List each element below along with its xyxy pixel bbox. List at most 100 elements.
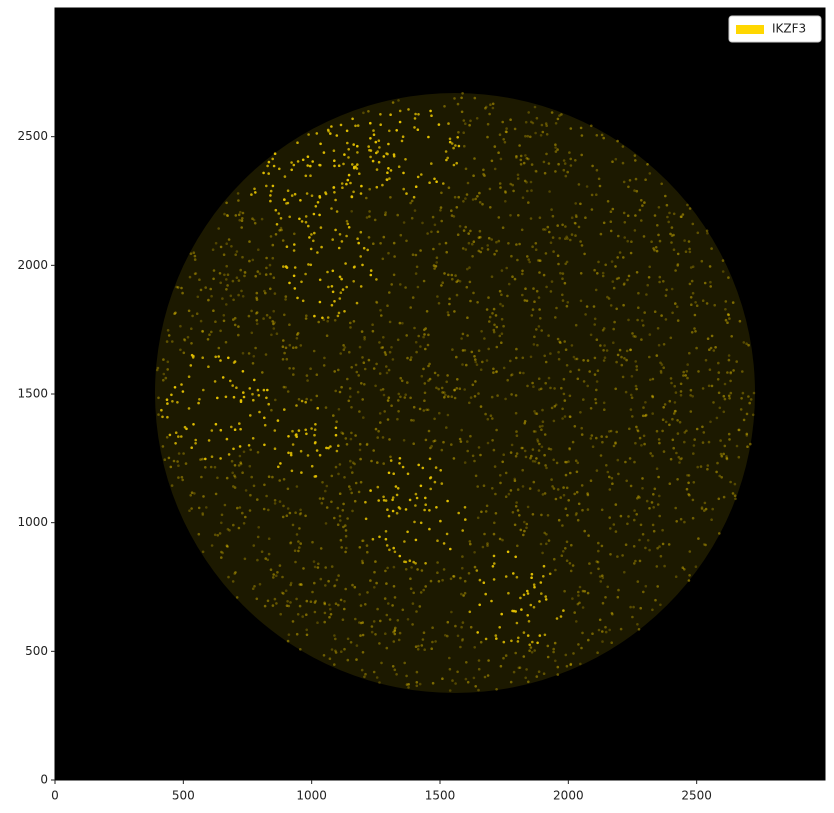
cell [708,368,712,372]
cell [549,290,553,293]
cell [430,647,434,650]
cell [295,404,298,407]
cell [430,444,434,448]
cell [701,441,705,444]
cell [333,370,337,373]
cell [422,367,425,371]
cell [440,448,444,452]
cell [589,479,593,483]
cell [510,254,513,258]
cell [284,298,287,301]
cell [212,277,215,281]
cell [386,304,389,308]
cell [384,499,388,502]
cell [279,226,283,230]
cell [563,589,566,593]
cell [356,151,359,154]
cell [491,417,494,420]
cell [628,427,631,431]
cell [619,514,623,518]
cell [516,177,520,180]
cell [553,641,557,645]
cell [370,630,374,634]
cell [693,313,697,317]
cell [343,647,346,651]
cell [210,294,213,298]
cell [638,538,641,542]
cell [193,258,197,261]
cell [697,370,700,373]
cell [412,195,416,199]
cell [629,484,633,488]
cell [279,217,283,220]
cell [446,620,450,624]
cell [420,374,424,378]
cell [679,457,682,461]
cell [569,569,573,573]
cell [233,486,237,489]
cell [225,242,228,245]
cell [365,196,368,200]
cell [442,182,445,185]
cell [583,590,587,593]
cell [332,149,336,152]
cell [424,585,428,588]
cell [516,544,519,548]
cell [710,518,713,521]
cell [729,480,732,484]
cell [602,221,606,225]
cell [532,343,536,346]
cell [422,409,426,412]
cell [581,589,585,593]
cell [543,171,547,175]
cell [621,161,625,165]
cell [512,189,515,193]
cell [495,240,498,244]
cell [627,274,631,278]
x-tick-label: 1000 [296,789,327,803]
cell [348,387,352,390]
cell [623,570,626,574]
cell [433,177,436,181]
cell [633,460,636,464]
cell [676,478,679,481]
cell [359,192,363,195]
cell [542,564,546,568]
cell [513,277,517,281]
cell [641,414,645,418]
cell [463,349,467,352]
cell [223,212,226,216]
cell [271,604,275,607]
cell [492,371,495,374]
cell [506,378,510,382]
cell [467,572,471,575]
cell [602,359,606,362]
cell [599,454,603,457]
cell [426,408,430,412]
cell [534,242,538,245]
cell [604,263,607,267]
cell [342,348,346,352]
cell [379,123,383,126]
cell [676,419,679,422]
cell [286,390,290,393]
cell [516,509,520,512]
cell [584,216,587,219]
cell [644,414,647,418]
cell [716,378,720,381]
cell [477,392,480,395]
cell [516,640,520,643]
cell [464,248,468,251]
cell [361,539,365,542]
cell [192,423,195,426]
cell [341,618,345,621]
cell [305,432,308,436]
cell [359,621,363,625]
cell [369,121,372,125]
cell [492,578,496,581]
cell [513,479,517,483]
cell [375,676,379,679]
cell [648,355,651,359]
cell [597,567,600,571]
cell [204,466,207,469]
